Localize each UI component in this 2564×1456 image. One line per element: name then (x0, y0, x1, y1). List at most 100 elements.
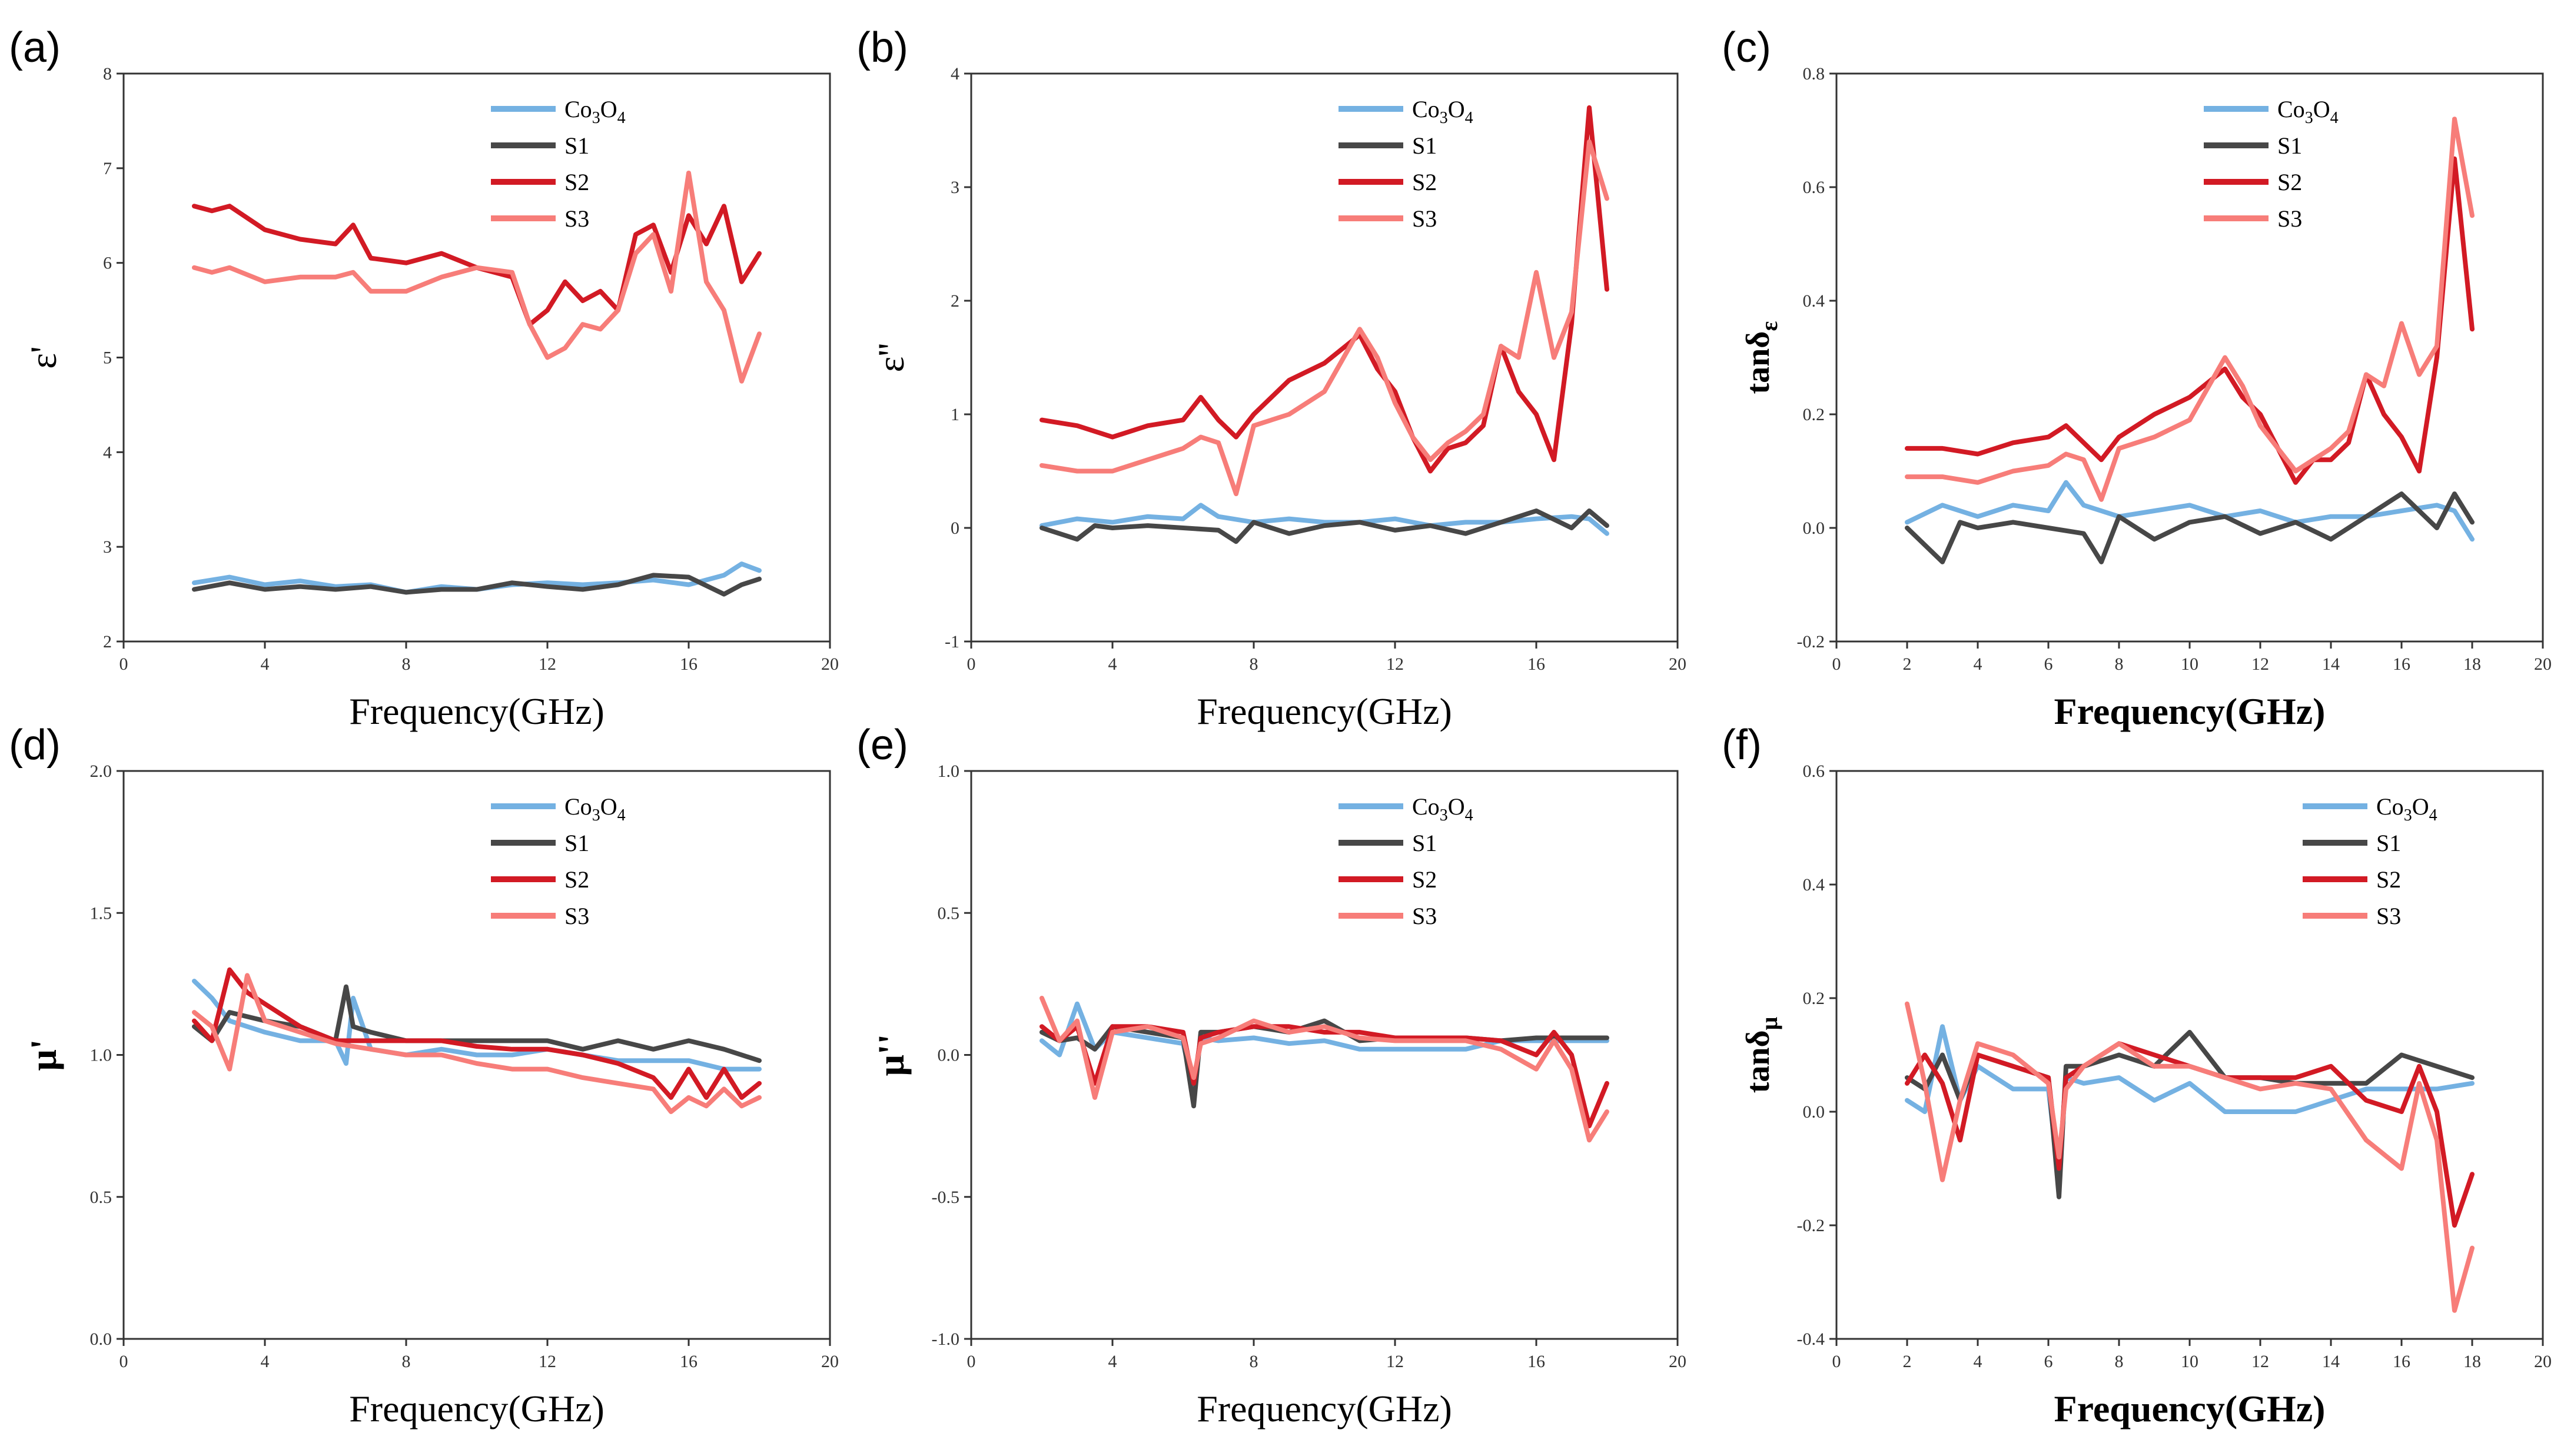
x-tick-label: 16 (1527, 1352, 1545, 1371)
y-axis-title: ε'' (870, 343, 912, 373)
series-line-co3o4 (1039, 1001, 1609, 1092)
panel-letter: (a) (9, 24, 61, 71)
y-axis-title: μ' (22, 1039, 64, 1071)
legend-label: S3 (2277, 205, 2302, 232)
x-tick-label: 12 (1386, 1352, 1404, 1371)
chart-panel-e: (e) 0 4 8 12 16 20 -1.0 -0.5 0.0 0.5 1.0 Frequency(G… (856, 722, 1686, 1430)
x-tick-label: 12 (539, 1352, 556, 1371)
x-tick-label: 12 (539, 654, 556, 674)
x-tick-label: 4 (261, 654, 270, 674)
y-tick-label: 0.5 (938, 903, 960, 923)
x-axis-title: Frequency(GHz) (2054, 690, 2326, 732)
y-tick-label: 1.0 (90, 1046, 112, 1065)
x-tick-label: 0 (967, 654, 976, 674)
legend-label: S3 (564, 205, 589, 232)
y-tick-label: 0.2 (1803, 405, 1825, 424)
x-tick-label: 12 (1386, 654, 1404, 674)
x-tick-label: 20 (1669, 654, 1686, 674)
x-tick-label: 8 (402, 654, 411, 674)
legend-label: Co3O4 (564, 96, 626, 127)
y-tick-label: -0.4 (1797, 1329, 1825, 1349)
panel-letter: (b) (856, 24, 908, 71)
panel-letter: (e) (856, 722, 908, 769)
x-tick-label: 10 (2181, 1352, 2198, 1371)
x-tick-label: 18 (2463, 1352, 2481, 1371)
y-axis-title: tanδμ (1740, 1016, 1782, 1093)
x-tick-label: 4 (261, 1352, 270, 1371)
y-tick-label: 0.5 (90, 1188, 112, 1207)
x-tick-label: 20 (2534, 1352, 2552, 1371)
series-line-s3 (1905, 1001, 2475, 1313)
legend-label: Co3O4 (564, 793, 626, 825)
y-tick-label: 3 (103, 537, 112, 557)
legend-label: Co3O4 (1412, 96, 1473, 127)
y-tick-label: 2 (951, 291, 959, 311)
x-tick-label: 16 (680, 654, 698, 674)
series-line-s1 (1905, 491, 2475, 564)
series-line-s2 (1039, 105, 1609, 474)
series-line-s3 (1039, 996, 1609, 1143)
legend-label: S1 (1412, 830, 1437, 856)
plot-frame (970, 72, 1679, 643)
x-tick-label: 8 (1250, 1352, 1258, 1371)
x-tick-label: 2 (1903, 1352, 1912, 1371)
legend-label: S2 (1412, 866, 1437, 893)
y-tick-label: 5 (103, 348, 112, 368)
y-tick-label: 4 (103, 443, 112, 462)
x-tick-label: 6 (2044, 654, 2053, 674)
y-tick-label: 4 (951, 64, 959, 84)
y-tick-label: 0.0 (90, 1329, 112, 1349)
legend-label: S2 (2277, 169, 2302, 195)
series-line-s3 (1039, 139, 1609, 497)
x-tick-label: 0 (1832, 1352, 1841, 1371)
y-tick-label: 1.0 (938, 762, 960, 781)
x-tick-label: 14 (2322, 1352, 2340, 1371)
x-tick-label: 20 (821, 654, 839, 674)
y-tick-label: 0.2 (1803, 989, 1825, 1008)
chart-panel-f: (f) 0 2 4 6 8 10 12 14 16 18 20 -0.4 -0.2 0.0 0.2 0.4 0.6… (1722, 722, 2552, 1430)
legend-label: S3 (2376, 903, 2401, 929)
x-tick-label: 20 (2534, 654, 2552, 674)
y-tick-label: 8 (103, 64, 112, 84)
y-tick-label: 0.6 (1803, 178, 1825, 197)
legend-label: S1 (2277, 132, 2302, 159)
panel-letter: (c) (1722, 24, 1771, 71)
y-tick-label: -1.0 (932, 1329, 960, 1349)
x-tick-label: 2 (1903, 654, 1912, 674)
legend-label: S3 (564, 903, 589, 929)
chart-panel-a: (a) 0 4 8 12 16 20 2 3 4 5 6 7 8 Frequency(GHz) ε' Co3O4… (9, 24, 839, 732)
y-tick-label: 6 (103, 254, 112, 273)
legend-label: S1 (1412, 132, 1437, 159)
legend-label: S1 (2376, 830, 2401, 856)
x-tick-label: 0 (1832, 654, 1841, 674)
y-tick-label: 7 (103, 159, 112, 178)
y-tick-label: 0.6 (1803, 762, 1825, 781)
chart-panel-d: (d) 0 4 8 12 16 20 0.0 0.5 1.0 1.5 2.0 Frequency(GHz… (9, 722, 839, 1430)
y-axis-title: ε' (22, 346, 64, 368)
panel-letter: (f) (1722, 722, 1762, 769)
chart-panel-b: (b)0 4 8 12 16 20-101234Frequency(GHz)ε''Co3O… (856, 24, 1686, 732)
x-tick-label: 18 (2463, 654, 2481, 674)
series-line-co3o4 (1905, 480, 2475, 542)
x-tick-label: 8 (402, 1352, 411, 1371)
series-line-s2 (1905, 156, 2475, 485)
legend-label: S3 (1412, 903, 1437, 929)
y-tick-label: -0.5 (932, 1188, 960, 1207)
series-line-s3 (192, 973, 762, 1114)
legend-label: S2 (564, 169, 589, 195)
x-axis-title: Frequency(GHz) (1197, 1388, 1452, 1430)
y-tick-label: 0.0 (1803, 1102, 1825, 1122)
x-tick-label: 20 (821, 1352, 839, 1371)
y-tick-label: 0.4 (1803, 291, 1825, 311)
x-tick-label: 12 (2251, 654, 2269, 674)
y-tick-label: 0.4 (1803, 875, 1825, 895)
series-line-s3 (1905, 117, 2475, 502)
series-line-s1 (1905, 1029, 2475, 1199)
y-axis-title: μ'' (870, 1034, 912, 1076)
x-axis-title: Frequency(GHz) (1197, 690, 1452, 732)
x-tick-label: 16 (2393, 654, 2410, 674)
x-tick-label: 16 (1527, 654, 1545, 674)
y-tick-label: 0 (951, 518, 959, 538)
series-line-s1 (1039, 508, 1609, 544)
